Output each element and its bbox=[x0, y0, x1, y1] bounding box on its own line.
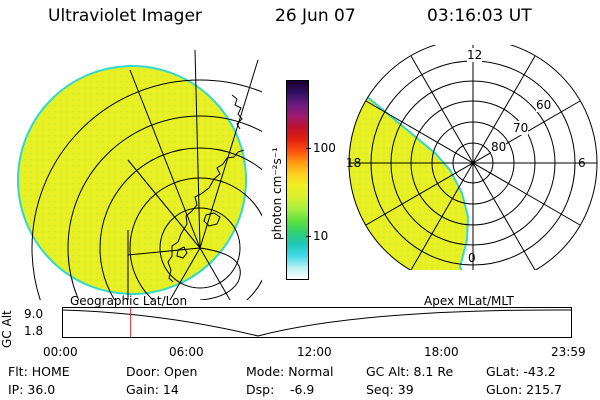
x-tick-1200: 12:00 bbox=[297, 345, 332, 359]
x-tick-0000: 00:00 bbox=[43, 345, 78, 359]
mlt-label-6: 6 bbox=[578, 156, 586, 170]
geographic-label: Geographic Lat/Lon bbox=[70, 294, 188, 308]
colorbar bbox=[286, 80, 309, 280]
apex-label: Apex MLat/MLT bbox=[424, 294, 514, 308]
geographic-image-panel bbox=[17, 50, 262, 300]
colorbar-label-10: 10 bbox=[313, 229, 329, 243]
colorbar-tick-100 bbox=[306, 148, 311, 149]
earth-disk bbox=[17, 65, 247, 295]
time-label: 03:16:03 UT bbox=[427, 6, 532, 26]
status-seq: Seq: 39 bbox=[366, 382, 414, 397]
colorbar-unit-label: photon cm⁻²s⁻¹ bbox=[270, 147, 284, 240]
lat-lon-grid bbox=[31, 50, 262, 300]
status-dsp-value: -6.9 bbox=[290, 382, 315, 397]
app-title: Ultraviolet Imager bbox=[48, 6, 202, 26]
mlt-label-0: 0 bbox=[468, 251, 476, 265]
date-label: 26 Jun 07 bbox=[275, 6, 356, 26]
status-flight: Flt: HOME bbox=[8, 364, 70, 379]
lat-label-80: 80 bbox=[491, 140, 507, 154]
status-dsp-label: Dsp: bbox=[246, 382, 275, 397]
auroral-coverage bbox=[349, 94, 472, 270]
polar-mlat-mlt-panel bbox=[348, 45, 598, 270]
colorbar-tick-10 bbox=[306, 236, 311, 237]
y-tick-1: 1.8 bbox=[24, 324, 44, 338]
coastline bbox=[167, 94, 245, 283]
polar-grid bbox=[348, 45, 598, 270]
mlt-label-18: 18 bbox=[346, 156, 362, 170]
gc-alt-axis-title: GC Alt bbox=[0, 310, 14, 348]
status-glon: GLon: 215.7 bbox=[486, 382, 562, 397]
altitude-timeline bbox=[62, 307, 572, 338]
status-gc-alt: GC Alt: 8.1 Re bbox=[366, 364, 454, 379]
lat-label-70: 70 bbox=[513, 121, 529, 135]
colorbar-label-100: 100 bbox=[313, 141, 336, 155]
status-glat: GLat: -43.2 bbox=[486, 364, 556, 379]
x-tick-0600: 06:00 bbox=[169, 345, 204, 359]
mlt-label-12: 12 bbox=[467, 48, 483, 62]
status-mode: Mode: Normal bbox=[246, 364, 334, 379]
x-tick-1800: 18:00 bbox=[424, 345, 459, 359]
status-ip: IP: 36.0 bbox=[8, 382, 56, 397]
x-tick-2359: 23:59 bbox=[551, 345, 586, 359]
status-gain: Gain: 14 bbox=[126, 382, 179, 397]
status-door: Door: Open bbox=[126, 364, 198, 379]
y-tick-9: 9.0 bbox=[24, 307, 44, 321]
lat-label-60: 60 bbox=[536, 98, 552, 112]
